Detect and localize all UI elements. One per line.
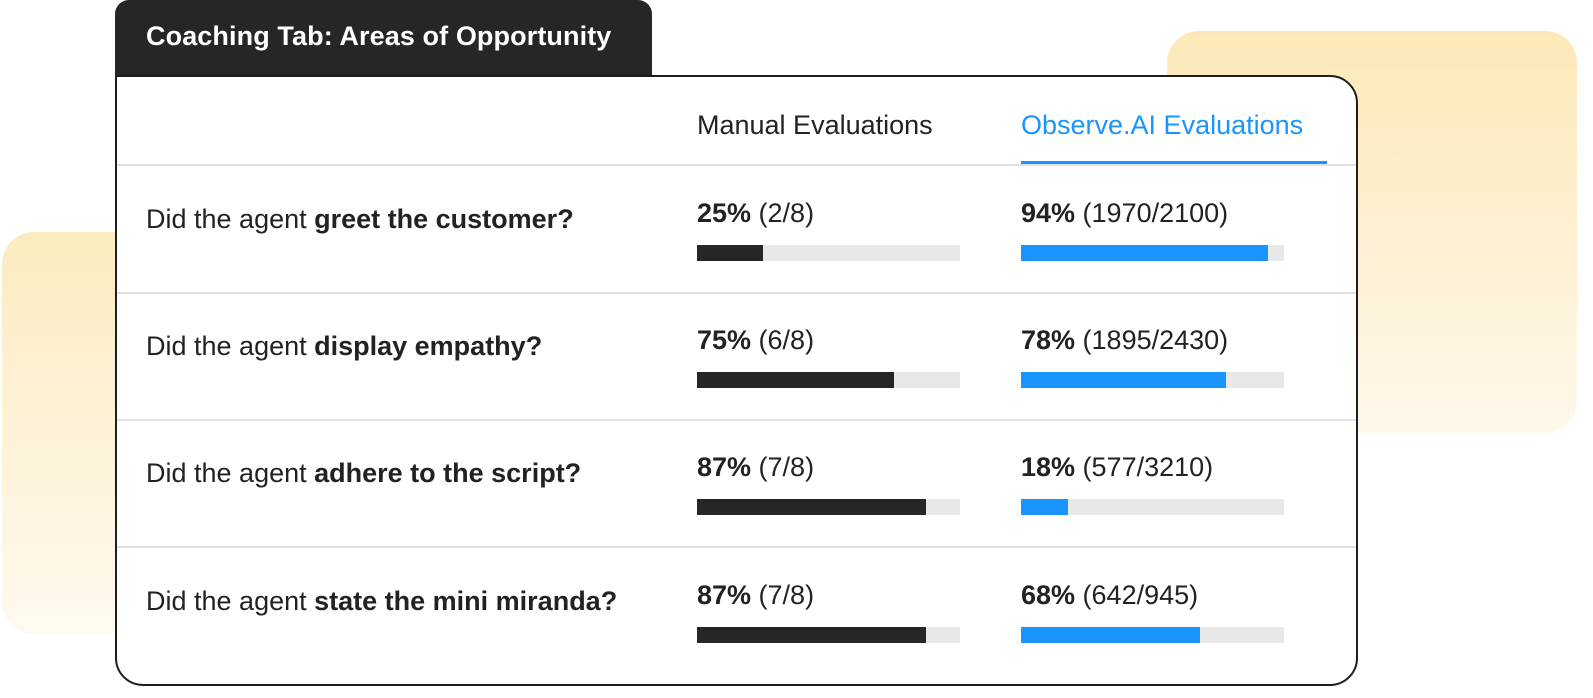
row-divider [117,546,1356,548]
ai-metric: 78% (1895/2430) [1021,325,1284,388]
column-header-observe-ai-evaluations[interactable]: Observe.AI Evaluations [1021,110,1304,140]
evaluations-card: Manual Evaluations Observe.AI Evaluation… [115,75,1358,686]
ai-score: 94% (1970/2100) [1021,198,1229,228]
ai-progress-fill [1021,627,1200,643]
manual-metric: 25% (2/8) [697,198,960,261]
question-text: Did the agent adhere to the script? [146,458,582,488]
manual-score: 25% (2/8) [697,198,815,228]
ai-progress-bar [1021,627,1284,643]
ai-metric: 18% (577/3210) [1021,452,1284,515]
table-row: Did the agent greet the customer? 25% (2… [117,166,1356,293]
ai-score: 68% (642/945) [1021,580,1199,610]
manual-metric: 75% (6/8) [697,325,960,388]
ai-score: 78% (1895/2430) [1021,325,1229,355]
manual-metric: 87% (7/8) [697,580,960,643]
row-divider [117,419,1356,421]
header-divider [117,164,1356,166]
ai-progress-fill [1021,372,1227,388]
manual-progress-fill [697,245,763,261]
ai-score: 18% (577/3210) [1021,452,1214,482]
manual-progress-bar [697,245,960,261]
manual-progress-fill [697,499,926,515]
ai-progress-fill [1021,499,1069,515]
question-text: Did the agent display empathy? [146,331,543,361]
active-column-indicator [1021,161,1327,165]
manual-progress-bar [697,372,960,388]
manual-score: 75% (6/8) [697,325,815,355]
ai-progress-fill [1021,245,1269,261]
table-row: Did the agent state the mini miranda? 87… [117,548,1356,675]
manual-progress-bar [697,627,960,643]
ai-progress-bar [1021,245,1284,261]
row-divider [117,292,1356,294]
column-header-manual-evaluations[interactable]: Manual Evaluations [697,110,933,140]
ai-metric: 68% (642/945) [1021,580,1284,643]
ai-metric: 94% (1970/2100) [1021,198,1284,261]
manual-score: 87% (7/8) [697,580,815,610]
table-row: Did the agent display empathy? 75% (6/8)… [117,293,1356,420]
tab-title: Coaching Tab: Areas of Opportunity [146,21,612,51]
question-text: Did the agent state the mini miranda? [146,586,618,616]
manual-progress-bar [697,499,960,515]
manual-progress-fill [697,627,926,643]
ai-progress-bar [1021,499,1284,515]
manual-metric: 87% (7/8) [697,452,960,515]
table-row: Did the agent adhere to the script? 87% … [117,420,1356,547]
ai-progress-bar [1021,372,1284,388]
question-text: Did the agent greet the customer? [146,204,574,234]
manual-score: 87% (7/8) [697,452,815,482]
manual-progress-fill [697,372,895,388]
